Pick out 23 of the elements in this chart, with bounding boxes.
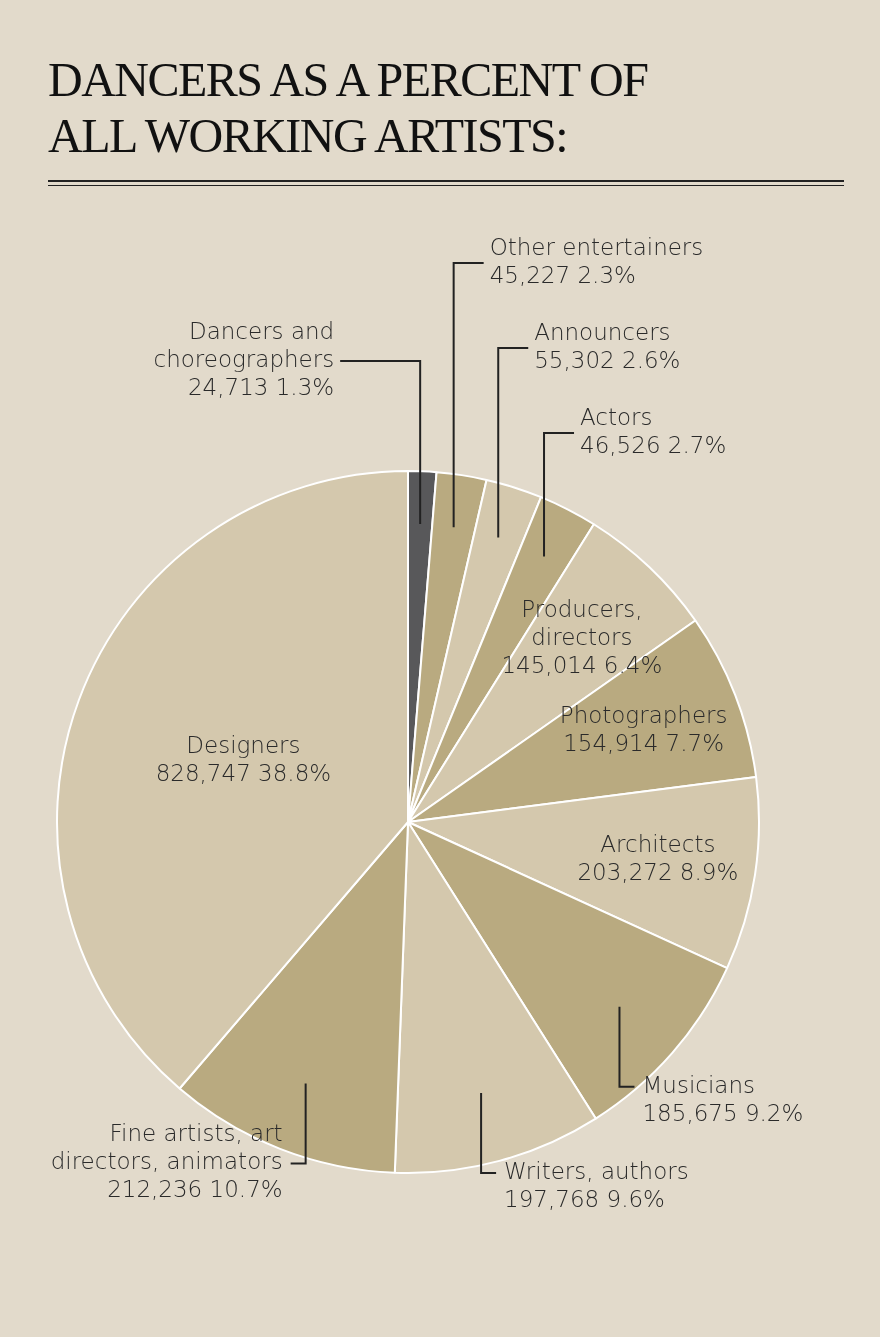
data-label: 203,272 8.9% (577, 858, 739, 885)
data-label: 46,526 2.7% (580, 431, 727, 458)
slice-label: Architects (600, 830, 716, 857)
slice-label: Other entertainers (489, 233, 704, 260)
data-label: 197,768 9.6% (504, 1186, 665, 1213)
slice-label: Dancers and choreographers (153, 317, 335, 372)
data-label: 212,236 10.7% (107, 1176, 283, 1203)
slice-label: Actors (580, 403, 653, 430)
data-label: 145,014 6.4% (501, 651, 663, 678)
data-label: 828,747 38.8% (155, 760, 332, 787)
slice-label: Producers, directors (521, 595, 643, 650)
data-label: 55,302 2.6% (534, 346, 681, 373)
slice-label: Fine artists, art directors, animators (50, 1120, 283, 1175)
slice-label: Photographers (559, 701, 728, 728)
data-label: 24,713 1.3% (187, 373, 335, 400)
slice-label: Writers, authors (504, 1158, 689, 1185)
data-label: 154,914 7.7% (563, 729, 725, 756)
slice-label: Designers (186, 732, 301, 759)
data-label: 45,227 2.3% (489, 261, 636, 288)
slice-label: Announcers (534, 318, 671, 345)
chart-title: DANCERS AS A PERCENT OF ALL WORKING ARTISTS: (48, 52, 649, 164)
slice-label: Musicians (642, 1071, 755, 1098)
data-label: 185,675 9.2% (642, 1099, 804, 1126)
